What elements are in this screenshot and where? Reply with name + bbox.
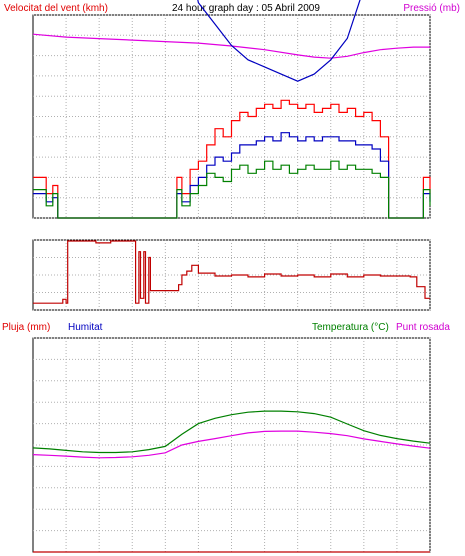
series-wind-line [33,160,431,219]
wind-axis-label: Velocitat del vent (kmh) [4,3,108,14]
series-humitat-line [197,0,361,82]
dewpoint-axis-label: Punt rosada [396,322,450,333]
humidity-axis-label: Humitat [68,322,103,333]
temperature-axis-label: Temperatura (°C) [312,322,389,333]
series-gust-line [33,99,431,219]
series-punt-rosada-line [32,430,431,459]
rain-axis-label: Pluja (mm) [2,322,50,333]
series-direcci--line [33,240,430,304]
series-temperatura-line [32,410,431,454]
series-average-line [33,132,431,219]
series-layer [32,0,431,553]
grid-layer [33,14,431,553]
series-pressi--line [32,33,430,59]
pressure-axis-label: Pressió (mb) [403,3,460,14]
chart-title: 24 hour graph day : 05 Abril 2009 [172,3,320,14]
